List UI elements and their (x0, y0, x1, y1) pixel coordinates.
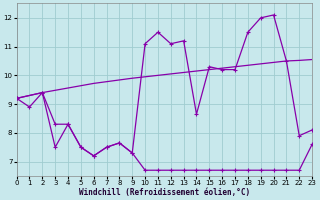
X-axis label: Windchill (Refroidissement éolien,°C): Windchill (Refroidissement éolien,°C) (79, 188, 250, 197)
